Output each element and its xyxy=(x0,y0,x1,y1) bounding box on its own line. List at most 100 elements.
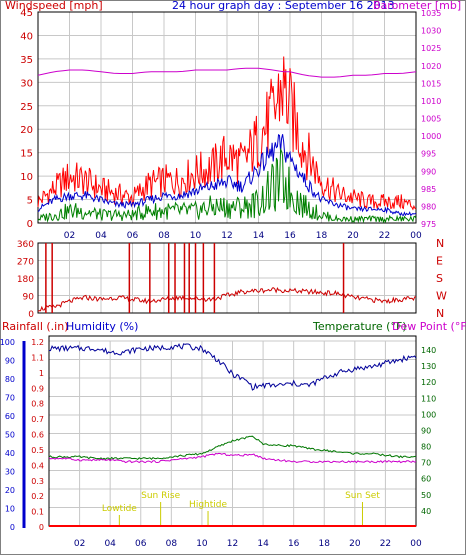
x-tick-label: 16 xyxy=(288,539,300,549)
temperature-title: Temperature (°F) xyxy=(312,320,407,333)
rainfall-title: Rainfall (.in) xyxy=(2,320,69,333)
bottom-panel-series xyxy=(48,343,417,527)
y-tick-label: 20 xyxy=(20,125,33,136)
rain-tick-label: 0.5 xyxy=(31,446,44,455)
compass-label: N xyxy=(436,307,444,320)
x-tick-label: 20 xyxy=(349,539,361,549)
humidity-tick-label: 30 xyxy=(5,468,15,477)
top-panel-frame xyxy=(37,11,417,224)
humidity-tick-label: 80 xyxy=(5,375,15,384)
series-average-line xyxy=(37,133,417,217)
event-label: Hightide xyxy=(189,500,227,510)
temp-tick-label: 120 xyxy=(421,378,436,387)
windspeed-title: Windspeed [mph] xyxy=(5,0,103,12)
y2-tick-label: 1020 xyxy=(421,62,441,71)
rain-tick-label: 0.2 xyxy=(31,492,44,501)
temp-tick-label: 90 xyxy=(421,426,431,435)
y-tick-label: 40 xyxy=(20,31,33,42)
rain-tick-label: 0.4 xyxy=(31,461,44,470)
y2-tick-label: 985 xyxy=(421,185,436,194)
direction-tick-label: 90 xyxy=(23,293,35,303)
x-tick-label: 00 xyxy=(410,231,422,241)
top-panel-x-ticks: 02 04 06 08 10 12 14 16 18 20 22 00 xyxy=(64,231,422,241)
humidity-tick-label: 10 xyxy=(5,505,15,514)
temp-tick-label: 130 xyxy=(421,362,436,371)
rain-tick-label: 0.1 xyxy=(31,508,44,517)
x-tick-label: 10 xyxy=(190,231,202,241)
x-tick-label: 06 xyxy=(127,231,139,241)
series-barometer-line xyxy=(37,67,417,78)
humidity-tick-label: 60 xyxy=(5,412,15,421)
y-tick-label: 30 xyxy=(20,78,33,89)
event-label: Lowtide xyxy=(102,504,137,514)
direction-degree-labels: 0 90 180 270 360 xyxy=(17,240,34,320)
x-tick-label: 02 xyxy=(74,539,85,549)
y2-tick-label: 990 xyxy=(421,167,436,176)
series-dewpoint-line xyxy=(48,452,417,464)
compass-label: N xyxy=(436,237,444,250)
y2-tick-label: 995 xyxy=(421,150,436,159)
series-humidity-line xyxy=(48,343,417,391)
temp-tick-label: 140 xyxy=(421,346,436,355)
x-tick-label: 06 xyxy=(135,539,147,549)
humidity-tick-label: 90 xyxy=(5,357,15,366)
x-tick-label: 04 xyxy=(95,231,107,241)
x-tick-label: 14 xyxy=(253,231,265,241)
x-tick-label: 08 xyxy=(166,539,178,549)
barometer-axis-labels: 975 980 985 990 995 1000 1005 1010 1015 1020 1025 1… xyxy=(421,9,441,229)
x-tick-label: 08 xyxy=(158,231,170,241)
series-temperature-line xyxy=(48,435,417,461)
rain-tick-label: 0.6 xyxy=(31,431,44,440)
temp-tick-label: 70 xyxy=(421,459,431,468)
rain-tick-label: 1 xyxy=(39,369,44,378)
x-tick-label: 12 xyxy=(221,231,232,241)
temp-tick-label: 50 xyxy=(421,491,431,500)
y-tick-label: 0 xyxy=(27,219,33,230)
y2-tick-label: 980 xyxy=(421,202,436,211)
rain-tick-label: 1.1 xyxy=(31,353,44,362)
barometer-title: Barometer [mb] xyxy=(373,0,461,12)
humidity-title: Humidity (%) xyxy=(66,320,138,333)
event-label: Sun Rise xyxy=(141,491,180,501)
y2-tick-label: 1005 xyxy=(421,115,441,124)
series-gust-line xyxy=(37,56,417,211)
direction-tick-label: 180 xyxy=(17,275,34,285)
x-tick-label: 10 xyxy=(196,539,208,549)
temp-tick-label: 100 xyxy=(421,410,436,419)
y2-tick-label: 1010 xyxy=(421,97,441,106)
temp-tick-label: 60 xyxy=(421,475,431,484)
rain-tick-label: 0.8 xyxy=(31,400,44,409)
y2-tick-label: 1000 xyxy=(421,132,441,141)
windspeed-axis-labels: 0 5 10 15 20 25 30 35 40 45 xyxy=(20,8,33,230)
x-tick-label: 18 xyxy=(319,539,331,549)
x-tick-label: 22 xyxy=(380,539,391,549)
y-tick-label: 35 xyxy=(20,55,33,66)
y-tick-label: 15 xyxy=(20,149,33,160)
temp-tick-label: 80 xyxy=(421,443,431,452)
rain-tick-label: 0 xyxy=(39,523,44,532)
graph-date-title: 24 hour graph day : September 16 2013 xyxy=(172,0,395,12)
y2-tick-label: 1015 xyxy=(421,79,441,88)
direction-tick-label: 0 xyxy=(28,310,34,320)
y2-tick-label: 1030 xyxy=(421,27,441,36)
rain-tick-label: 0.3 xyxy=(31,477,44,486)
y-tick-label: 25 xyxy=(20,102,33,113)
humidity-tick-label: 70 xyxy=(5,394,15,403)
bottom-panel-x-ticks: 02 04 06 08 10 12 14 16 18 20 22 00 xyxy=(74,539,422,549)
x-tick-label: 04 xyxy=(104,539,116,549)
y2-tick-label: 1025 xyxy=(421,44,441,53)
x-tick-label: 02 xyxy=(64,231,75,241)
temperature-axis-labels: 40 50 60 70 80 90 100 110 120 130 140 xyxy=(421,346,436,516)
x-tick-label: 16 xyxy=(284,231,296,241)
y-tick-label: 5 xyxy=(27,196,33,207)
x-tick-label: 14 xyxy=(257,539,269,549)
direction-panel-grid xyxy=(38,242,417,314)
y2-tick-label: 975 xyxy=(421,220,436,229)
rain-tick-label: 0.9 xyxy=(31,384,44,393)
humidity-rain-axis-labels: 0 10 20 30 40 50 60 70 80 90 100 0 0.1 0.2 0.3 0.4 0.5 0.… xyxy=(0,338,44,532)
y-tick-label: 45 xyxy=(20,8,33,19)
direction-tick-label: 270 xyxy=(17,258,34,268)
